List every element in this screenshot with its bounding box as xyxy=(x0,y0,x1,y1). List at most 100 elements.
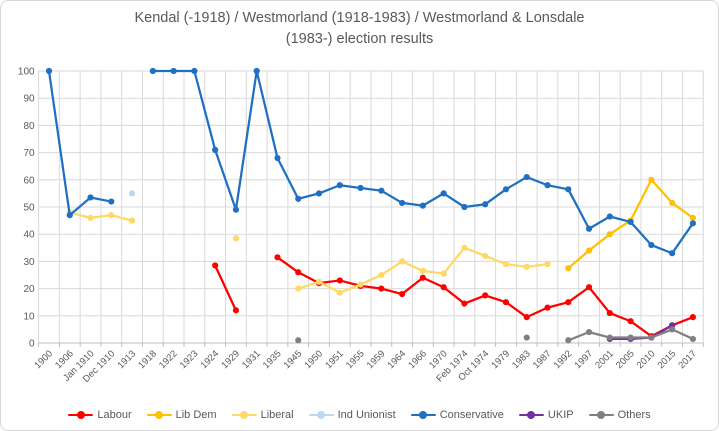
legend-label-conservative: Conservative xyxy=(439,409,504,421)
legend-item-others: Others xyxy=(588,409,651,421)
legend-marker-ind-unionist xyxy=(308,411,334,419)
data-point-labour-1970 xyxy=(440,284,447,291)
svg-text:1945: 1945 xyxy=(282,348,305,371)
data-point-lib-dem-2001 xyxy=(606,231,613,238)
data-point-labour-2005 xyxy=(627,318,634,325)
data-point-liberal-1950 xyxy=(315,278,323,285)
data-point-labour-1992 xyxy=(565,299,572,306)
svg-text:1931: 1931 xyxy=(240,348,263,371)
chart-title-line1: Kendal (-1918) / Westmorland (1918-1983)… xyxy=(134,10,585,26)
data-point-liberal-1987 xyxy=(544,261,551,268)
data-point-labour-1945 xyxy=(295,269,302,276)
data-point-conservative-jan-1910 xyxy=(87,194,94,201)
data-point-conservative-feb-1974 xyxy=(461,203,468,211)
legend-label-lib-dem: Lib Dem xyxy=(175,409,217,421)
data-point-liberal-1983 xyxy=(523,263,530,270)
legend-item-ukip: UKIP xyxy=(518,409,574,421)
data-point-conservative-1924 xyxy=(212,146,219,153)
data-point-lib-dem-1997 xyxy=(585,247,593,254)
legend-dot-others xyxy=(597,411,606,419)
data-point-lib-dem-2017 xyxy=(689,214,697,221)
data-point-labour-oct-1974 xyxy=(482,292,489,299)
svg-text:0: 0 xyxy=(29,339,35,350)
legend-item-liberal: Liberal xyxy=(231,409,294,421)
data-point-liberal-1959 xyxy=(378,271,385,279)
data-point-others-1992 xyxy=(565,337,572,344)
svg-text:1900: 1900 xyxy=(32,348,55,371)
data-point-conservative-1964 xyxy=(399,199,406,207)
svg-text:2001: 2001 xyxy=(593,348,616,371)
svg-text:10: 10 xyxy=(23,311,35,322)
svg-text:1966: 1966 xyxy=(406,348,429,371)
data-point-labour-1935 xyxy=(274,254,281,261)
data-point-conservative-2017 xyxy=(689,220,697,227)
data-point-conservative-1979 xyxy=(502,186,510,193)
svg-text:1955: 1955 xyxy=(344,348,367,371)
svg-text:1964: 1964 xyxy=(386,348,409,371)
data-point-conservative-1950 xyxy=(315,190,323,197)
data-point-others-2005 xyxy=(627,334,634,341)
data-point-conservative-1955 xyxy=(357,184,364,192)
data-point-labour-1964 xyxy=(399,290,406,298)
legend-marker-conservative xyxy=(410,411,436,419)
series-ind-unionist xyxy=(128,190,136,197)
data-point-liberal-1945 xyxy=(295,285,302,292)
data-point-conservative-1931 xyxy=(253,67,260,75)
data-point-lib-dem-1992 xyxy=(565,265,572,272)
data-point-conservative-1992 xyxy=(565,186,572,193)
legend-marker-others xyxy=(588,411,614,419)
data-point-conservative-1935 xyxy=(274,154,281,162)
data-point-conservative-1987 xyxy=(544,182,551,189)
svg-text:2010: 2010 xyxy=(635,348,658,371)
svg-text:1959: 1959 xyxy=(365,348,388,371)
data-point-conservative-1966 xyxy=(419,202,426,209)
data-point-lib-dem-2010 xyxy=(648,176,655,183)
svg-text:1922: 1922 xyxy=(157,348,180,371)
data-point-others-2010 xyxy=(648,334,655,341)
data-point-labour-2001 xyxy=(606,309,613,317)
svg-text:2005: 2005 xyxy=(614,348,637,371)
svg-text:80: 80 xyxy=(23,121,35,132)
data-point-liberal-1970 xyxy=(440,270,447,277)
legend-item-conservative: Conservative xyxy=(410,409,504,421)
legend-item-labour: Labour xyxy=(68,409,132,421)
data-point-labour-1997 xyxy=(585,284,593,291)
data-point-conservative-2001 xyxy=(606,213,613,220)
data-point-conservative-1900 xyxy=(45,67,53,75)
svg-text:20: 20 xyxy=(23,284,35,295)
data-point-labour-2017 xyxy=(689,314,697,321)
data-point-labour-1929 xyxy=(232,307,240,314)
data-point-conservative-1983 xyxy=(523,173,530,181)
data-point-conservative-1929 xyxy=(232,206,240,213)
series-liberal xyxy=(66,209,551,296)
data-point-conservative-1922 xyxy=(170,67,177,75)
data-point-conservative-1906 xyxy=(66,212,73,219)
data-point-others-1945 xyxy=(295,337,302,344)
data-point-liberal-1964 xyxy=(399,258,406,265)
gridlines xyxy=(38,70,704,344)
data-point-liberal-1955 xyxy=(357,281,364,288)
data-point-labour-1959 xyxy=(378,285,385,292)
svg-text:1979: 1979 xyxy=(489,348,512,371)
svg-text:1950: 1950 xyxy=(302,348,325,371)
svg-text:1929: 1929 xyxy=(219,348,242,371)
data-point-liberal-1951 xyxy=(336,289,343,296)
data-point-conservative-1997 xyxy=(585,225,593,232)
svg-text:1992: 1992 xyxy=(552,348,575,371)
data-point-others-2001 xyxy=(606,334,613,341)
data-point-liberal-feb-1974 xyxy=(461,244,468,251)
svg-text:100: 100 xyxy=(18,67,35,78)
data-point-conservative-dec-1910 xyxy=(108,198,115,205)
data-point-liberal-oct-1974 xyxy=(482,252,489,260)
data-point-liberal-1913 xyxy=(128,217,136,224)
data-point-conservative-2015 xyxy=(669,250,676,257)
svg-text:1983: 1983 xyxy=(510,348,533,371)
data-point-others-2015 xyxy=(669,326,676,333)
svg-text:60: 60 xyxy=(23,175,35,186)
data-point-conservative-1951 xyxy=(336,182,343,189)
legend-marker-liberal xyxy=(231,411,257,419)
svg-text:1951: 1951 xyxy=(323,348,346,371)
legend-label-ukip: UKIP xyxy=(547,409,574,421)
legend-marker-ukip xyxy=(518,411,544,419)
